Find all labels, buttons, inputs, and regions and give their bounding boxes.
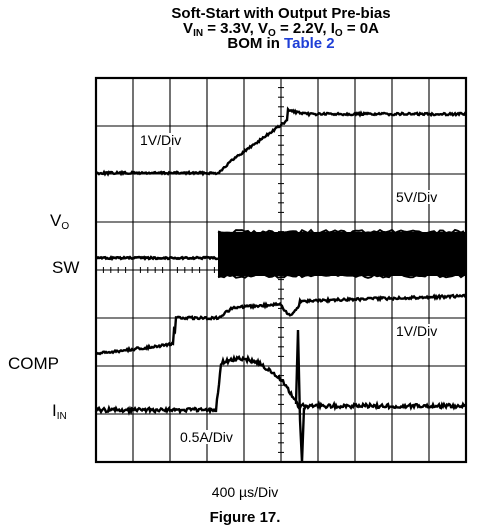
scale-label-comp: 1V/Div	[395, 323, 439, 339]
chart-subtitle-conditions: VIN = 3.3V, VO = 2.2V, IO = 0A	[183, 20, 379, 39]
trace-sw	[95, 255, 219, 262]
chart-subtitle-bom: BOM in Table 2	[227, 35, 335, 52]
trace-sw-edge	[217, 228, 465, 236]
trace-iin-spike	[294, 329, 306, 463]
trace-sw-switching	[218, 232, 466, 276]
channel-label-sw: SW	[52, 258, 80, 277]
channel-label-iin: IIN	[52, 401, 67, 422]
table-2-link[interactable]: Table 2	[284, 35, 335, 52]
trace-iin	[94, 354, 467, 416]
plot-frame	[94, 76, 468, 464]
scale-label-vo: 1V/Div	[139, 132, 183, 148]
trace-sw-edge	[217, 272, 465, 279]
trace-vo	[95, 106, 467, 177]
traces	[94, 106, 467, 463]
scale-label-sw: 5V/Div	[395, 189, 439, 205]
figure-caption: Figure 17.	[209, 509, 281, 526]
x-axis-label: 400 µs/Div	[211, 484, 279, 500]
scale-label-iin: 0.5A/Div	[179, 429, 234, 445]
chart-title: Soft-Start with Output Pre-bias	[171, 5, 391, 22]
channel-label-comp: COMP	[8, 354, 59, 373]
trace-comp	[95, 293, 467, 356]
channel-label-vo: VO	[50, 211, 70, 232]
